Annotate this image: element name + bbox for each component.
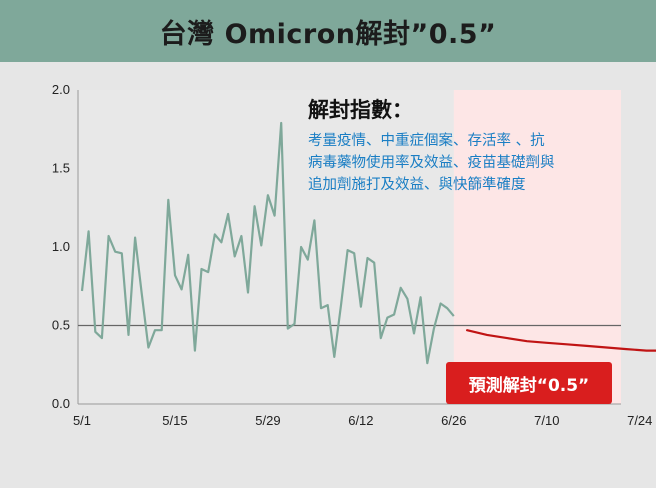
x-tick-label: 5/1 xyxy=(73,413,91,428)
y-tick-label: 1.5 xyxy=(52,161,70,176)
x-tick-label: 6/26 xyxy=(441,413,466,428)
annotation-line: 病毒藥物使用率及效益、疫苗基礎劑與 xyxy=(308,155,555,171)
x-tick-label: 7/10 xyxy=(534,413,559,428)
x-tick-label: 7/24 xyxy=(627,413,652,428)
x-tick-label: 6/12 xyxy=(348,413,373,428)
y-tick-label: 0.0 xyxy=(52,396,70,411)
annotation-line: 追加劑施打及效益、與快篩準確度 xyxy=(308,177,526,193)
annotation-line: 考量疫情、中重症個案、存活率 、抗 xyxy=(308,133,545,149)
forecast-series-line xyxy=(466,329,656,352)
annotation-title: 解封指數： xyxy=(308,98,413,122)
y-tick-label: 1.0 xyxy=(52,239,70,254)
forecast-badge: 預測解封“0.5” xyxy=(446,362,612,404)
observed-series-line xyxy=(80,121,455,365)
x-tick-label: 5/29 xyxy=(255,413,280,428)
y-tick-labels: 0.0 0.5 1.0 1.5 2.0 xyxy=(52,82,70,411)
annotation-box: 解封指數： 考量疫情、中重症個案、存活率 、抗 病毒藥物使用率及效益、疫苗基礎劑… xyxy=(308,94,628,196)
forecast-badge-label: 預測解封“0.5” xyxy=(468,375,590,396)
page-title: 台灣 Omicron解封”0.5” xyxy=(159,18,497,50)
y-tick-label: 2.0 xyxy=(52,82,70,97)
annotation-body: 考量疫情、中重症個案、存活率 、抗 病毒藥物使用率及效益、疫苗基礎劑與 追加劑施… xyxy=(308,130,628,196)
x-tick-labels: 5/1 5/15 5/29 6/12 6/26 7/10 7/24 xyxy=(73,413,652,428)
x-tick-label: 5/15 xyxy=(162,413,187,428)
title-bar: 台灣 Omicron解封”0.5” xyxy=(0,0,656,62)
forecast-region xyxy=(453,90,621,404)
line-chart: 0.0 0.5 1.0 1.5 2.0 5/1 5/15 5/29 6/12 6/26 7/10 7… xyxy=(52,82,656,428)
y-tick-label: 0.5 xyxy=(52,318,70,333)
